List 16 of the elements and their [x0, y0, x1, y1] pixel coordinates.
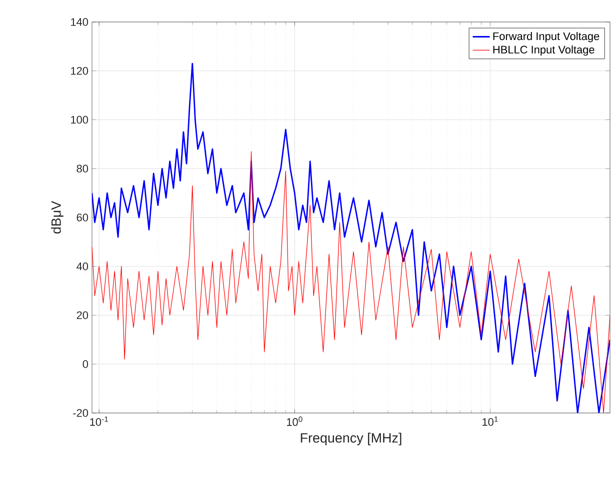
y-tick-label: 80 — [76, 164, 88, 172]
x-tick-label: 10$^{0}$ — [286, 416, 302, 426]
y-tick-label: 140 — [71, 18, 88, 26]
y-axis-title: dBμV — [51, 200, 64, 234]
y-tick-label: 20 — [76, 311, 88, 320]
y-tick-label: 60 — [76, 214, 88, 222]
y-tick-label: 120 — [71, 66, 88, 75]
y-tick-label: 0 — [82, 360, 88, 368]
legend-label: Forward Input Voltage — [493, 32, 600, 42]
x-tick-label: 10$^{-1}$ — [90, 416, 108, 426]
legend-label: HBLLC Input Voltage — [493, 45, 594, 56]
y-tick-label: 40 — [76, 262, 88, 270]
y-tick-label: 100 — [71, 116, 88, 124]
y-tick-label: -20 — [73, 409, 88, 417]
x-tick-label: 10$^{1}$ — [482, 416, 498, 426]
x-axis-title: Frequency [MHz] — [300, 432, 402, 446]
